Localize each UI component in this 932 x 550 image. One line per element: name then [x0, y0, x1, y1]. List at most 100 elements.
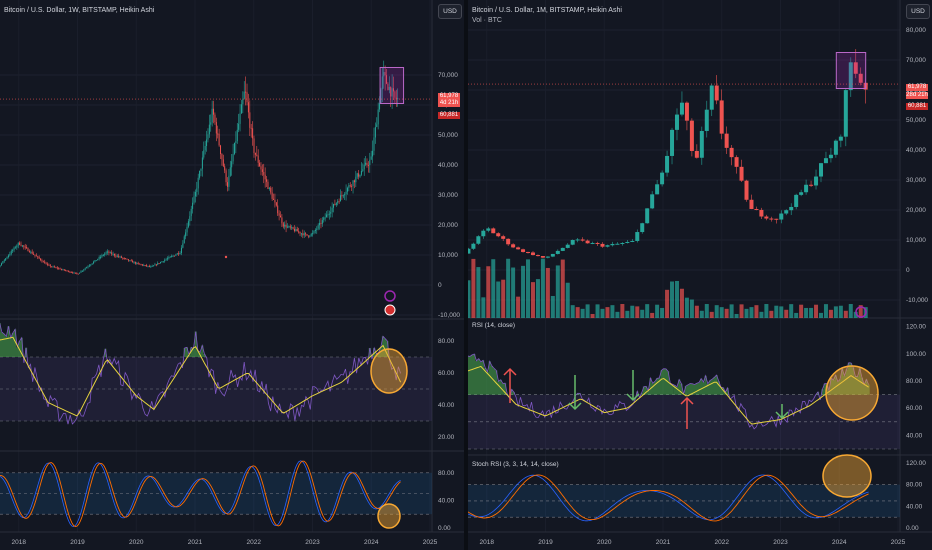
monthly-chart-panel[interactable]: 80,00070,00060,00050,00040,00030,00020,0… — [468, 0, 932, 550]
candle-body — [754, 208, 759, 210]
rsi-title: RSI (14, close) — [472, 322, 515, 329]
candle-body — [298, 231, 300, 233]
candle-body — [379, 103, 381, 110]
year-tick-label: 2025 — [423, 539, 438, 546]
last-price-tag: 61,978 — [906, 84, 928, 91]
currency-button[interactable]: USD — [438, 4, 462, 19]
weekly-chart-panel[interactable]: 70,00060,00050,00040,00030,00020,00010,0… — [0, 0, 464, 550]
candle-body — [222, 159, 224, 167]
price-tick-label: 40,000 — [906, 147, 926, 154]
candle-body — [724, 133, 729, 148]
candle-body — [351, 185, 353, 187]
price-tick-label: 10,000 — [906, 237, 926, 244]
candle-body — [182, 243, 184, 248]
candle-body — [2, 261, 4, 264]
candle-body — [48, 264, 50, 266]
candle-body — [388, 86, 390, 91]
candle-body — [774, 218, 779, 220]
candle-body — [338, 201, 340, 203]
candle-body — [143, 265, 145, 267]
lightning-event-icon — [384, 290, 396, 302]
rsi-tick-label: 60.00 — [906, 405, 923, 412]
candle-body — [610, 243, 615, 246]
candle-body — [650, 194, 655, 209]
volume-bar — [511, 267, 516, 318]
candle-body — [105, 252, 107, 254]
volume-bar — [704, 304, 709, 318]
candle-body — [45, 263, 47, 265]
volume-bar — [769, 310, 774, 318]
candle-body — [327, 214, 329, 216]
candle-body — [189, 216, 191, 222]
candle-body — [476, 236, 481, 244]
rsi-tick-label: 120.00 — [906, 324, 926, 331]
candle-body — [136, 262, 138, 264]
candle-body — [521, 249, 526, 252]
candle-body — [784, 210, 789, 214]
candle-body — [605, 245, 610, 247]
candle-body — [590, 242, 595, 244]
candle-body — [154, 264, 156, 266]
candle-body — [291, 227, 293, 229]
volume-bar — [530, 282, 535, 318]
candle-body — [148, 265, 150, 267]
candle-body — [137, 262, 139, 264]
candle-body — [330, 212, 332, 214]
price-tick-label: 20,000 — [906, 207, 926, 214]
candle-body — [65, 270, 67, 272]
candle-body — [268, 187, 270, 189]
candle-body — [310, 233, 312, 236]
candle-body — [252, 128, 254, 139]
candle-body — [69, 271, 71, 273]
candle-body — [345, 191, 347, 195]
volume-bar — [729, 304, 734, 318]
candle-body — [331, 207, 333, 213]
year-tick-label: 2020 — [129, 539, 144, 546]
candle-body — [133, 262, 135, 264]
candle-body — [197, 177, 199, 189]
price-tick-label: 0 — [438, 282, 442, 289]
candle-body — [530, 252, 535, 256]
candle-body — [376, 124, 378, 128]
candle-body — [264, 174, 266, 180]
candle-body — [169, 256, 171, 258]
candle-body — [73, 272, 75, 274]
volume-bar — [590, 313, 595, 318]
stoch-highlight-circle — [377, 503, 401, 529]
candle-body — [540, 256, 545, 258]
candle-body — [107, 251, 109, 253]
rsi-tick-label: 80.00 — [906, 378, 923, 385]
candle-body — [704, 109, 709, 131]
volume-bar — [471, 258, 476, 318]
monthly-chart-canvas[interactable]: 80,00070,00060,00050,00040,00030,00020,0… — [468, 0, 932, 550]
candle-body — [833, 140, 838, 155]
volume-bar — [809, 307, 814, 318]
currency-button[interactable]: USD — [906, 4, 930, 19]
candle-body — [218, 133, 220, 146]
candle-body — [282, 223, 284, 227]
price-tick-label: 20,000 — [438, 222, 458, 229]
candle-body — [373, 137, 375, 151]
candle-body — [140, 264, 142, 266]
candle-body — [377, 109, 379, 125]
weekly-chart-canvas[interactable]: 70,00060,00050,00040,00030,00020,00010,0… — [0, 0, 464, 550]
candle-body — [67, 270, 69, 272]
candle-body — [348, 185, 350, 188]
candle-body — [384, 72, 386, 76]
volume-bar — [848, 304, 853, 318]
year-tick-label: 2021 — [188, 539, 203, 546]
stoch-d-line — [468, 474, 869, 522]
volume-bar — [550, 295, 555, 318]
candle-body — [630, 240, 635, 242]
candle-body — [112, 253, 114, 255]
candle-body — [6, 257, 8, 259]
candle-body — [337, 201, 339, 203]
volume-bar — [744, 308, 749, 318]
candle-body — [109, 252, 111, 254]
candle-body — [314, 230, 316, 232]
candle-body — [511, 244, 516, 248]
candle-body — [14, 247, 16, 249]
candle-body — [316, 228, 318, 231]
candle-body — [224, 166, 226, 171]
candle-body — [171, 256, 173, 258]
